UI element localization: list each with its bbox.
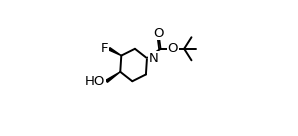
Text: F: F [101, 42, 108, 55]
Text: O: O [167, 42, 178, 55]
Text: N: N [149, 52, 159, 65]
Polygon shape [109, 48, 121, 56]
Text: HO: HO [85, 75, 105, 88]
Text: O: O [153, 27, 164, 40]
Polygon shape [106, 72, 120, 82]
